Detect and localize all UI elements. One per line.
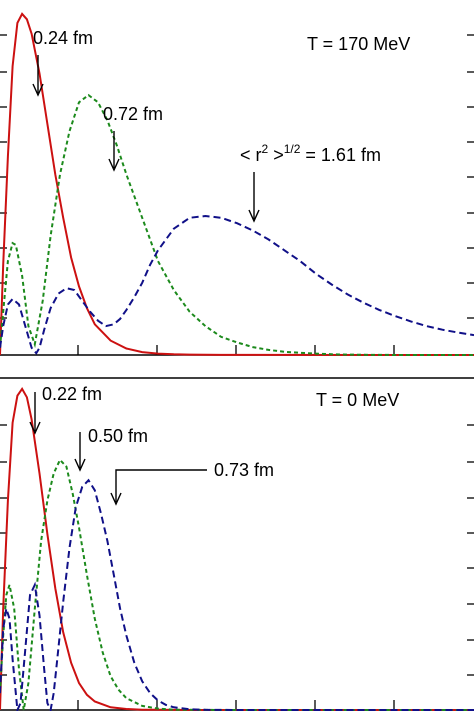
bottom-annotation-1: 0.22 fm [29, 384, 102, 435]
top-annotation-3: < r2 >1/2 = 1.61 fm [240, 142, 381, 223]
top-annotation-3-sup2: 1/2 [284, 142, 301, 156]
bottom-series-solid-line [0, 387, 474, 711]
top-annotation-3-eq: = [300, 145, 321, 165]
top-annotation-3-value: 1.61 fm [321, 145, 381, 165]
top-ticks [0, 34, 474, 355]
bottom-panel-title: T = 0 MeV [316, 390, 399, 410]
bottom-annotation-3-label: 0.73 fm [214, 460, 274, 480]
top-annotation-1-label: 0.24 fm [33, 28, 93, 48]
bottom-annotation-2: 0.50 fm [74, 426, 148, 472]
top-annotation-1: 0.24 fm [32, 28, 93, 97]
top-annotation-2-label: 0.72 fm [103, 104, 163, 124]
top-annotation-2: 0.72 fm [103, 104, 163, 172]
bottom-panel: T = 0 MeV 0.22 fm 0.50 fm 0.73 fm [0, 377, 474, 711]
bottom-series-dashed-line [0, 478, 474, 711]
top-annotation-3-prefix: < r [240, 145, 262, 165]
top-annotation-2-arrow-head [108, 158, 120, 172]
bottom-annotation-2-arrow-head [74, 458, 86, 472]
top-series-dotted-line [0, 93, 474, 356]
top-annotation-3-sup1: 2 [262, 142, 269, 156]
bottom-annotation-1-arrow-head [29, 421, 41, 435]
top-annotation-1-arrow-head [32, 83, 44, 97]
top-series-solid-line [0, 12, 474, 356]
top-annotation-3-label: < r2 >1/2 = 1.61 fm [240, 142, 381, 165]
bottom-annotation-3-arrow-head [110, 492, 122, 506]
bottom-annotation-3-arrow-shaft [115, 469, 207, 502]
top-series-dashed-line [0, 214, 474, 355]
top-annotation-3-arrow-head [248, 209, 260, 223]
top-panel: T = 170 MeV 0.24 fm 0.72 fm < r2 >1/2 = … [0, 12, 474, 356]
bottom-annotation-1-label: 0.22 fm [42, 384, 102, 404]
bottom-series [0, 387, 474, 711]
top-panel-title: T = 170 MeV [307, 34, 410, 54]
bottom-series-dotted-line [0, 458, 474, 711]
bottom-annotation-2-label: 0.50 fm [88, 426, 148, 446]
top-series [0, 12, 474, 356]
bottom-annotation-3: 0.73 fm [110, 460, 274, 506]
top-annotation-3-mid: > [268, 145, 284, 165]
